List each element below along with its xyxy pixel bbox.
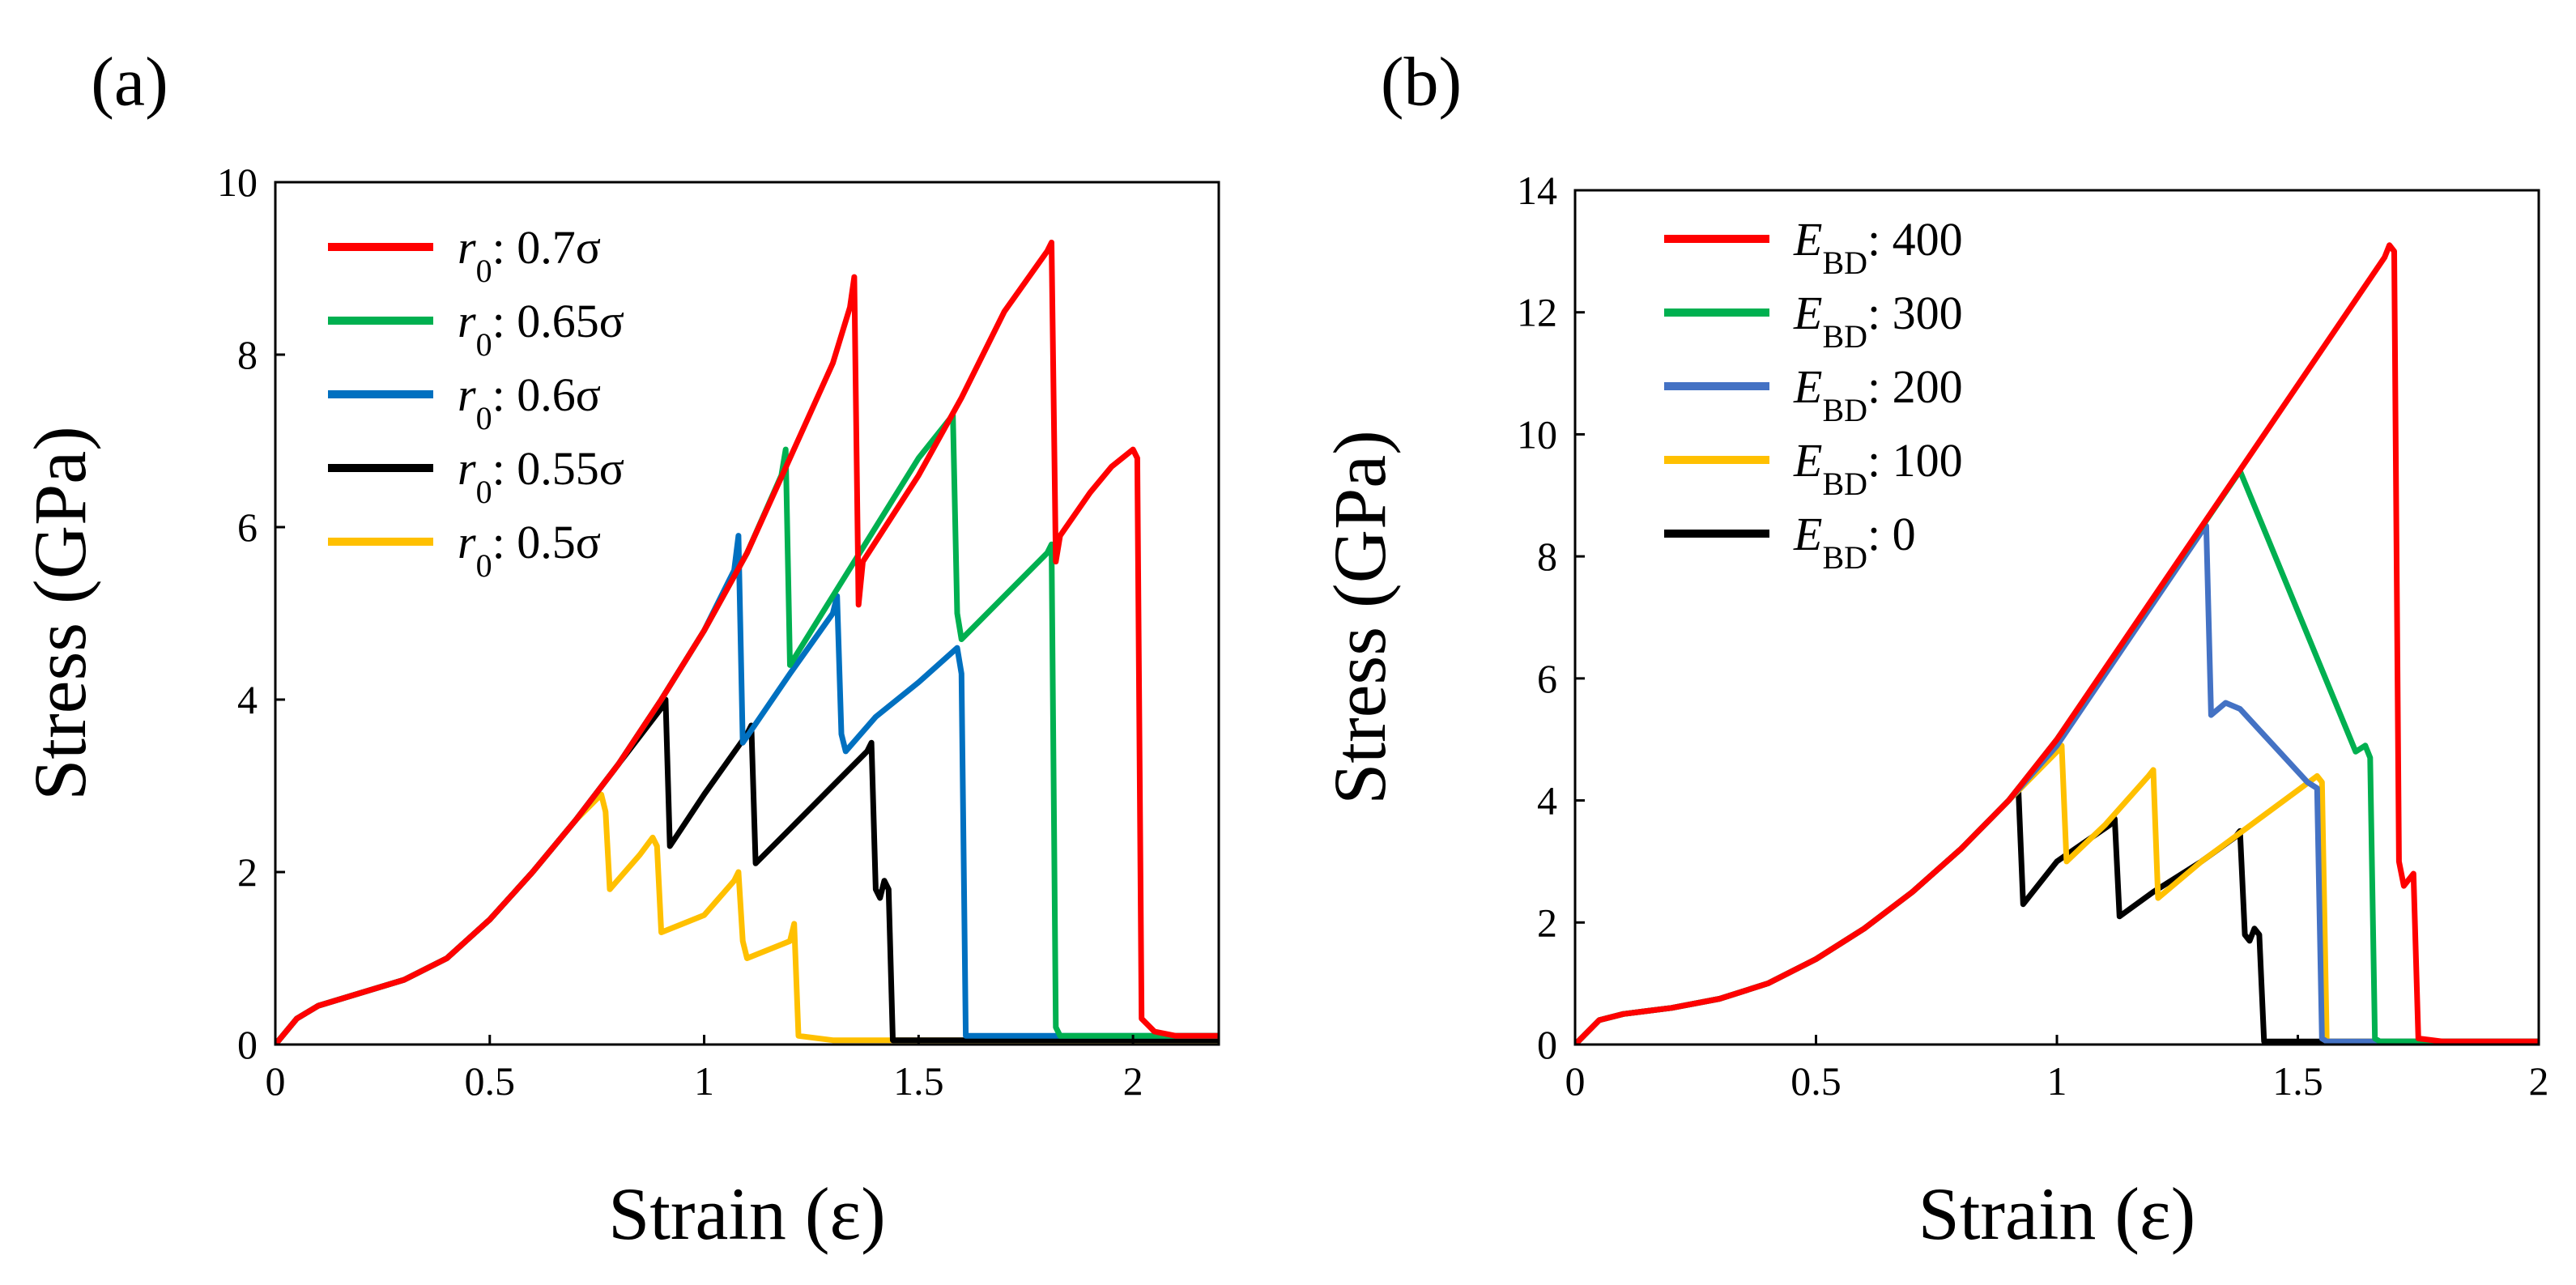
y-tick-label: 8 <box>1537 534 1557 579</box>
legend-subscript: BD <box>1822 245 1867 281</box>
legend-subscript: 0 <box>476 326 492 363</box>
legend-subscript: 0 <box>476 400 492 436</box>
legend-subscript: 0 <box>476 547 492 584</box>
series-group <box>275 240 1219 1045</box>
legend-symbol: E <box>1793 360 1822 413</box>
legend-subscript: 0 <box>476 474 492 510</box>
legend-value: : 200 <box>1867 360 1963 413</box>
plot-frame <box>274 181 1220 1046</box>
series-line-4 <box>275 791 1219 1045</box>
legend-label: r0: 0.7σ <box>458 221 601 289</box>
legend-label: EBD: 0 <box>1793 508 1916 576</box>
panel-label: (a) <box>91 43 168 121</box>
y-tick-label: 6 <box>1537 656 1557 701</box>
panel-label: (b) <box>1381 43 1462 121</box>
x-tick-label: 2 <box>1123 1058 1143 1104</box>
series-line-4 <box>1575 785 2539 1045</box>
legend-subscript: 0 <box>476 253 492 289</box>
y-tick-label: 0 <box>237 1022 258 1067</box>
legend-label: EBD: 400 <box>1793 213 1963 281</box>
y-tick-label: 8 <box>237 332 258 377</box>
x-axis-title: Strain (ε) <box>1918 1172 2196 1255</box>
x-tick-label: 1.5 <box>2272 1058 2323 1104</box>
x-tick-label: 0.5 <box>465 1058 516 1104</box>
series-line-2 <box>275 533 1219 1045</box>
x-axis-title: Strain (ε) <box>608 1172 886 1255</box>
y-tick-label: 6 <box>237 504 258 550</box>
y-tick-label: 12 <box>1517 290 1557 335</box>
series-line-0 <box>1575 242 2539 1045</box>
legend-value: : 0 <box>1867 508 1916 560</box>
legend-subscript: BD <box>1822 318 1867 355</box>
chart-panel-a: (a) 0 0.5 1 1.5 2 0 2 4 6 8 10 Strain (ε) Stress (GPa… <box>19 43 1220 1255</box>
x-tick-label: 1 <box>694 1058 714 1104</box>
legend-label: r0: 0.5σ <box>458 516 601 584</box>
legend-label: EBD: 200 <box>1793 360 1963 428</box>
y-tick-label: 4 <box>237 677 258 722</box>
legend-value: : 0.55σ <box>492 442 624 495</box>
x-tick-label: 0.5 <box>1790 1058 1842 1104</box>
legend-symbol: r <box>458 368 476 421</box>
legend-value: : 0.65σ <box>492 295 624 347</box>
y-tick-label: 0 <box>1537 1022 1557 1067</box>
legend-value: : 0.7σ <box>492 221 601 274</box>
legend-label: r0: 0.65σ <box>458 295 624 363</box>
series-line-0 <box>275 240 1219 1045</box>
series-line-3 <box>275 696 1219 1045</box>
y-tick-label: 14 <box>1517 168 1557 213</box>
legend-value: : 0.6σ <box>492 368 601 421</box>
y-tick-label: 10 <box>217 160 258 205</box>
legend-value: : 100 <box>1867 434 1963 487</box>
x-tick-label: 2 <box>2529 1058 2549 1104</box>
y-tick-label: 4 <box>1537 778 1557 823</box>
legend-symbol: r <box>458 295 476 347</box>
y-tick-label: 2 <box>1537 900 1557 945</box>
x-tick-label: 0 <box>266 1058 286 1104</box>
legend-symbol: r <box>458 221 476 274</box>
y-axis-title: Stress (GPa) <box>1318 430 1401 805</box>
chart-panel-b: (b) 0 0.5 1 1.5 2 0 2 4 6 8 10 12 14 Strain (ε) Stress … <box>1318 43 2549 1255</box>
x-tick-label: 1 <box>2047 1058 2067 1104</box>
legend-symbol: r <box>458 442 476 495</box>
legend-value: : 300 <box>1867 287 1963 339</box>
legend-label: r0: 0.6σ <box>458 368 601 436</box>
x-tick-label: 1.5 <box>893 1058 944 1104</box>
legend-label: EBD: 300 <box>1793 287 1963 355</box>
legend-value: : 0.5σ <box>492 516 601 568</box>
legend-subscript: BD <box>1822 539 1867 576</box>
legend-label: EBD: 100 <box>1793 434 1963 502</box>
y-axis-title: Stress (GPa) <box>19 426 101 801</box>
legend-subscript: BD <box>1822 466 1867 502</box>
series-group <box>1575 242 2539 1045</box>
legend-symbol: E <box>1793 434 1822 487</box>
y-tick-label: 10 <box>1517 411 1557 457</box>
legend-value: : 400 <box>1867 213 1963 266</box>
y-tick-label: 2 <box>237 849 258 895</box>
legend-label: r0: 0.55σ <box>458 442 624 510</box>
legend-symbol: E <box>1793 287 1822 339</box>
legend-subscript: BD <box>1822 392 1867 428</box>
legend-symbol: E <box>1793 508 1822 560</box>
legend-symbol: r <box>458 516 476 568</box>
legend-symbol: E <box>1793 213 1822 266</box>
x-tick-label: 0 <box>1565 1058 1586 1104</box>
